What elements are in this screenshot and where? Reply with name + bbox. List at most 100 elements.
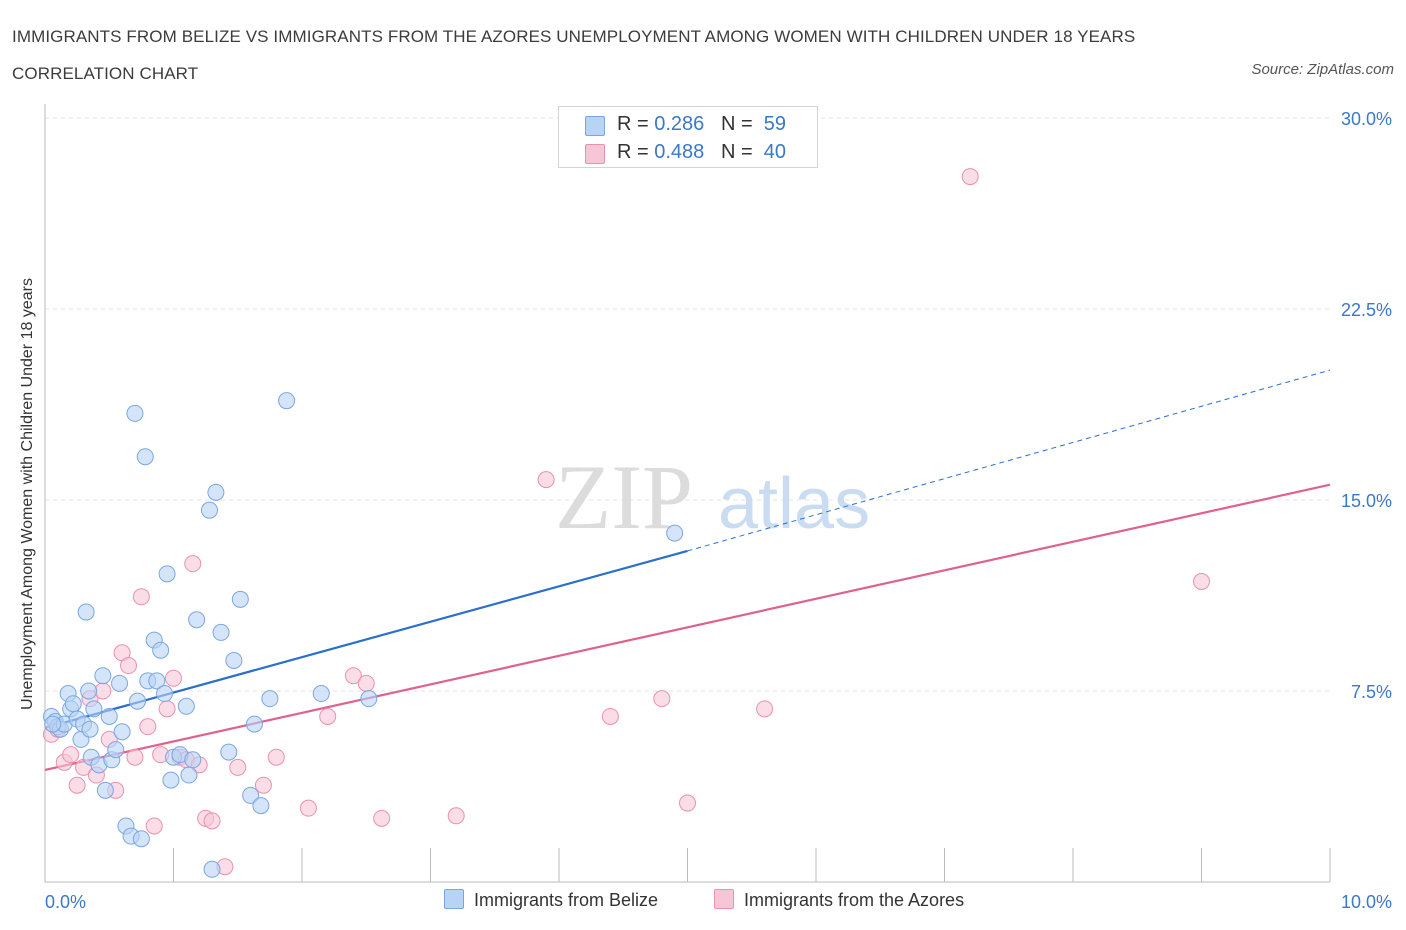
legend-swatch-azores bbox=[585, 144, 605, 164]
legend-belize-r-value: 0.286 bbox=[654, 113, 705, 135]
point-azores bbox=[373, 809, 391, 827]
point-azores bbox=[344, 667, 362, 685]
legend-azores-n-value: 40 bbox=[763, 141, 787, 163]
point-azores bbox=[679, 794, 696, 812]
point-belize bbox=[107, 741, 125, 759]
point-belize bbox=[64, 695, 82, 713]
stats-legend: R = 0.286 N = 59 R = 0.488 N = 40 bbox=[558, 106, 818, 168]
point-azores bbox=[653, 690, 671, 708]
point-azores bbox=[357, 674, 375, 692]
point-azores bbox=[68, 776, 86, 794]
point-azores bbox=[139, 718, 157, 736]
watermark-atlas-text: atlas bbox=[718, 464, 870, 544]
trend-line-belize-extension bbox=[687, 369, 1331, 552]
point-azores bbox=[145, 817, 163, 835]
axes bbox=[44, 104, 1331, 883]
point-belize bbox=[156, 685, 174, 703]
point-azores bbox=[961, 168, 979, 186]
point-azores bbox=[94, 682, 112, 700]
point-belize bbox=[203, 860, 221, 878]
legend-text-belize: R = 0.286 N = 59 bbox=[617, 113, 786, 136]
point-azores bbox=[62, 746, 80, 764]
point-belize bbox=[188, 611, 206, 629]
point-azores bbox=[229, 758, 247, 776]
point-belize bbox=[100, 707, 118, 725]
legend-belize-n-label: N = bbox=[720, 113, 753, 135]
point-belize bbox=[212, 623, 230, 641]
legend-azores-r-value: 0.488 bbox=[654, 141, 705, 163]
bottom-legend-azores: Immigrants from the Azores bbox=[714, 889, 964, 911]
bottom-legend-swatch-belize bbox=[444, 889, 464, 909]
point-belize bbox=[252, 797, 270, 815]
point-azores bbox=[1193, 572, 1210, 590]
point-belize bbox=[94, 667, 112, 685]
point-belize bbox=[184, 751, 202, 769]
bottom-legend-label-azores: Immigrants from the Azores bbox=[744, 890, 965, 910]
y-tick-label: 7.5% bbox=[1351, 682, 1392, 702]
point-belize bbox=[77, 603, 95, 621]
bottom-legend-label-belize: Immigrants from Belize bbox=[474, 890, 659, 910]
x-tick-label: 0.0% bbox=[45, 892, 86, 912]
point-azores bbox=[184, 555, 202, 573]
point-azores bbox=[165, 669, 182, 687]
point-belize bbox=[360, 690, 378, 708]
point-belize bbox=[245, 715, 263, 733]
point-belize bbox=[261, 690, 279, 708]
point-belize bbox=[162, 771, 180, 789]
point-belize bbox=[111, 674, 129, 692]
legend-belize-n-value: 59 bbox=[763, 113, 787, 135]
point-azores bbox=[267, 748, 285, 766]
watermark: ZIP atlas bbox=[555, 446, 870, 548]
point-belize bbox=[136, 448, 154, 466]
legend-azores-r-label: R = bbox=[617, 141, 649, 163]
data-points bbox=[42, 168, 1210, 878]
chart-title: IMMIGRANTS FROM BELIZE VS IMMIGRANTS FRO… bbox=[12, 27, 1136, 83]
point-belize bbox=[312, 685, 330, 703]
point-azores bbox=[254, 776, 272, 794]
point-belize bbox=[177, 697, 195, 715]
point-belize bbox=[200, 501, 218, 519]
point-belize bbox=[242, 786, 260, 804]
point-belize bbox=[129, 692, 147, 710]
trend-line-belize bbox=[44, 549, 688, 729]
bottom-legend-belize: Immigrants from Belize bbox=[444, 889, 658, 911]
trend-lines bbox=[44, 369, 1331, 772]
tick-labels: 7.5% 15.0% 22.5% 30.0% 0.0% 10.0% bbox=[45, 109, 1392, 912]
point-azores bbox=[203, 812, 221, 830]
point-azores bbox=[601, 707, 619, 725]
point-belize bbox=[96, 781, 114, 799]
point-azores bbox=[756, 700, 774, 718]
point-belize bbox=[113, 723, 131, 741]
point-azores bbox=[537, 471, 555, 489]
y-tick-label: 30.0% bbox=[1341, 109, 1392, 129]
point-azores bbox=[132, 588, 150, 606]
legend-azores-n-label: N = bbox=[720, 141, 753, 163]
x-tick-label: 10.0% bbox=[1341, 892, 1392, 912]
bottom-legend-swatch-azores bbox=[714, 889, 734, 909]
point-belize bbox=[126, 404, 144, 422]
point-azores bbox=[299, 799, 317, 817]
legend-swatch-belize bbox=[585, 116, 605, 136]
legend-belize-r-label: R = bbox=[617, 113, 649, 135]
point-azores bbox=[158, 700, 176, 718]
point-belize bbox=[225, 651, 243, 669]
point-belize bbox=[158, 565, 176, 583]
point-azores bbox=[120, 657, 138, 675]
point-belize bbox=[148, 672, 166, 690]
point-belize bbox=[132, 830, 150, 848]
point-belize bbox=[231, 590, 249, 608]
legend-text-azores: R = 0.488 N = 40 bbox=[617, 141, 786, 164]
point-belize bbox=[278, 392, 296, 410]
point-belize bbox=[80, 682, 98, 700]
point-belize bbox=[180, 766, 198, 784]
point-belize bbox=[220, 743, 238, 761]
y-tick-label: 15.0% bbox=[1341, 491, 1392, 511]
point-belize bbox=[81, 720, 99, 738]
point-belize bbox=[85, 700, 103, 718]
point-belize bbox=[207, 483, 225, 501]
source-label: Source: ZipAtlas.com bbox=[1251, 61, 1394, 78]
point-azores bbox=[319, 707, 337, 725]
point-belize bbox=[152, 641, 170, 659]
point-belize bbox=[44, 715, 62, 733]
